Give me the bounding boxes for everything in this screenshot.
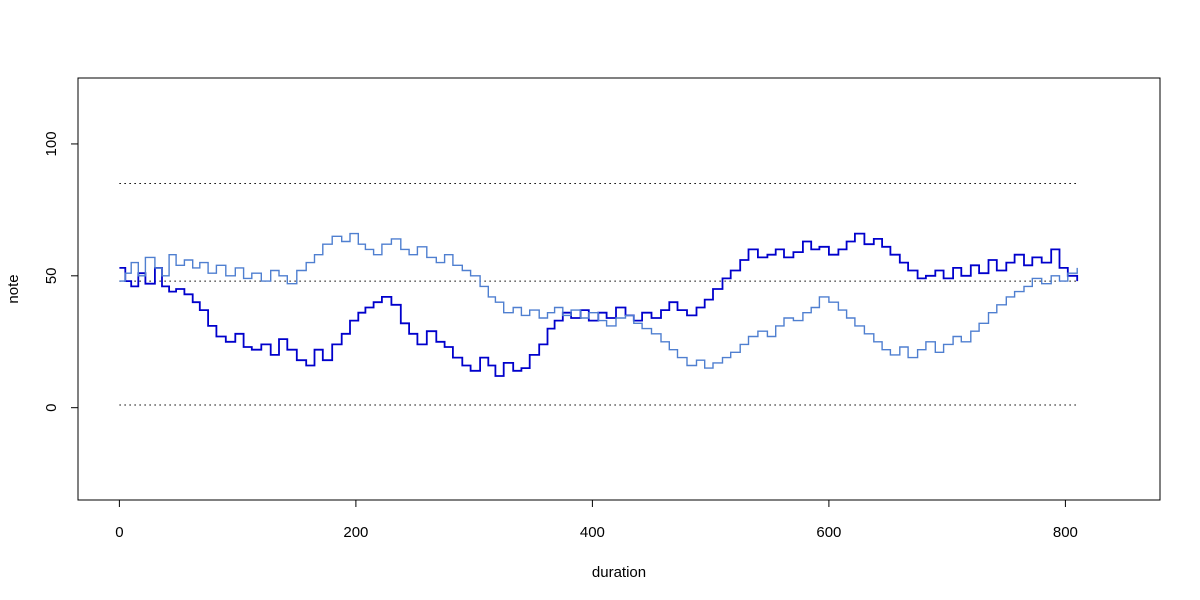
- y-tick-label-0: 0: [43, 404, 60, 412]
- plot-frame: [77, 77, 1161, 501]
- y-tick-label-50: 50: [43, 267, 60, 284]
- series-line-0: [119, 232, 1079, 377]
- x-tick-label-600: 600: [816, 524, 841, 541]
- reference-lines: [119, 183, 1078, 406]
- x-axis: 0 200 400 600 800: [115, 499, 1078, 541]
- y-axis: 0 50 100: [43, 131, 79, 412]
- x-tick-label-200: 200: [343, 524, 368, 541]
- x-tick-label-0: 0: [115, 524, 123, 541]
- series-layer: [119, 232, 1079, 377]
- x-tick-label-800: 800: [1053, 524, 1078, 541]
- x-tick-label-400: 400: [580, 524, 605, 541]
- y-tick-label-100: 100: [43, 131, 60, 156]
- y-axis-title: note: [5, 274, 22, 303]
- series-line-1: [119, 232, 1078, 369]
- x-axis-title: duration: [592, 564, 646, 581]
